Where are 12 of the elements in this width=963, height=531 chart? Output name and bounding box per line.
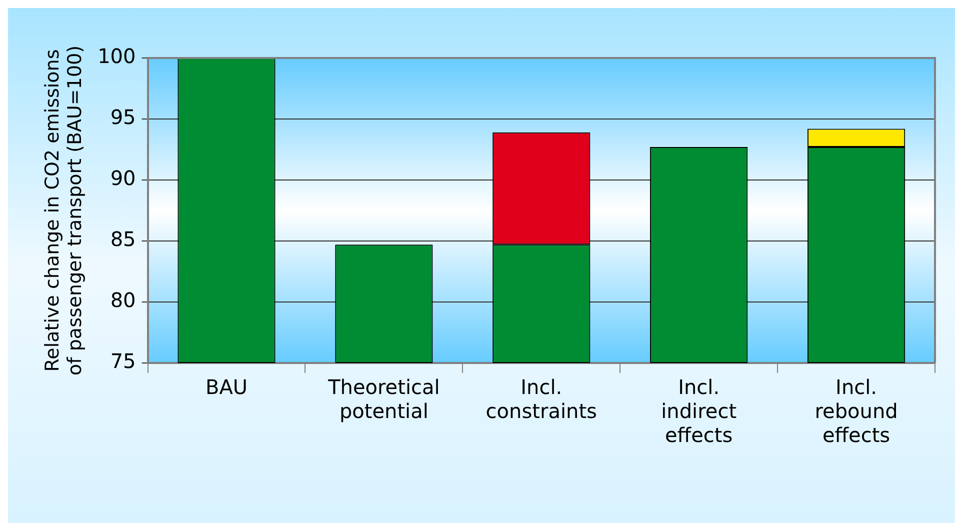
x-tick-label: BAU	[205, 375, 248, 400]
x-tick-label: Theoretical potential	[327, 375, 440, 424]
y-tick-label: 100	[98, 44, 136, 68]
x-tick-label: Incl. constraints	[486, 375, 597, 424]
y-tick-label: 75	[110, 349, 136, 374]
y-tick-label: 85	[110, 227, 136, 252]
x-tick-label: Incl. indirect effects	[661, 375, 737, 448]
x-tick-label: Incl. rebound effects	[814, 375, 898, 448]
y-tick-label: 90	[110, 166, 136, 190]
y-axis-title: Relative change in CO2 emissions of passenger transport (BAU=100)	[41, 46, 86, 376]
y-tick-label: 95	[110, 105, 136, 130]
y-tick-label: 80	[110, 288, 136, 312]
